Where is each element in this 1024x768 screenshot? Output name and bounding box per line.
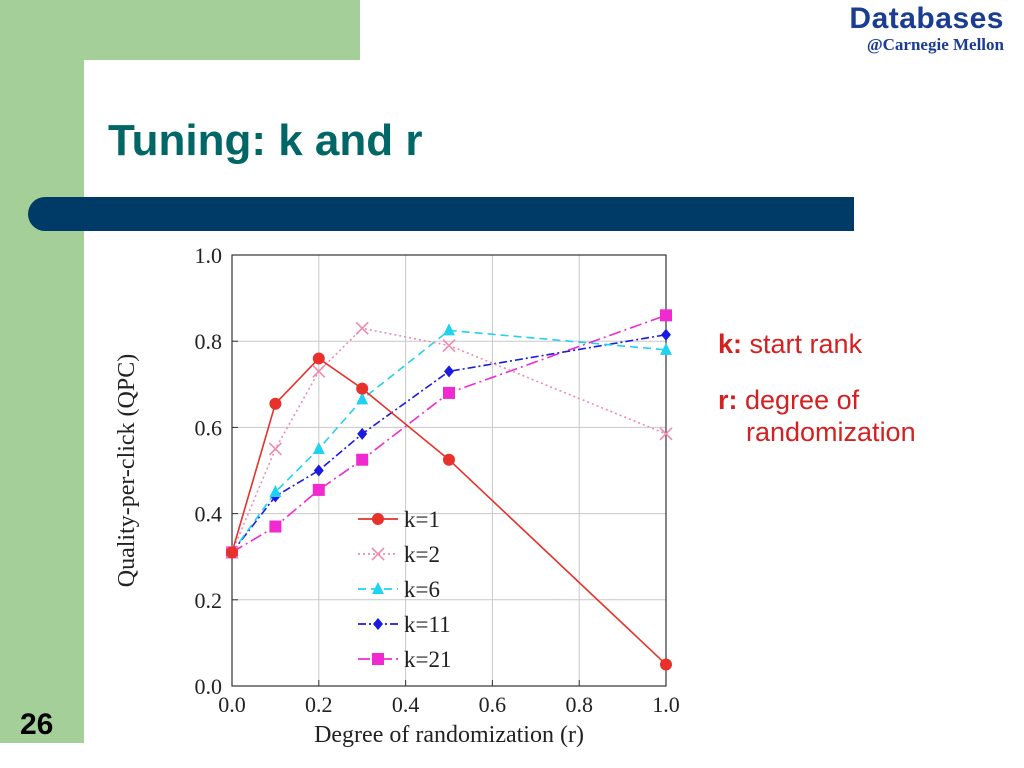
series-2-point-5 — [660, 342, 672, 355]
x-tick-label-1: 0.2 — [305, 692, 333, 717]
series-line-1 — [231, 327, 667, 553]
y-tick-label-1: 0.2 — [195, 588, 223, 613]
series-2-point-1 — [269, 485, 282, 498]
series-0-point-5 — [660, 658, 672, 671]
note-r-text: degree of — [745, 385, 860, 415]
y-tick-label-2: 0.4 — [195, 502, 223, 527]
series-0-point-0 — [226, 546, 238, 559]
x-tick-label-2: 0.4 — [392, 692, 420, 717]
series-line-4 — [231, 314, 667, 554]
note-r: r: degree of randomization — [718, 384, 1008, 448]
legend-marker-0 — [372, 513, 384, 525]
x-tick-label-5: 1.0 — [652, 692, 680, 717]
plot-frame — [231, 254, 667, 687]
y-axis-label: Quality-per-click (QPC) — [114, 354, 140, 587]
note-r-text-cont: randomization — [746, 417, 916, 447]
note-k-key: k: — [718, 329, 743, 359]
series-4-point-1 — [269, 520, 282, 533]
bar-strip — [94, 231, 704, 235]
legend-label-2: k=6 — [404, 577, 440, 602]
series-3-point-5 — [661, 328, 671, 341]
series-1-point-2 — [312, 364, 326, 378]
legend-label-3: k=11 — [404, 612, 451, 637]
legend-marker-1 — [371, 547, 385, 561]
series-1-point-5 — [659, 427, 673, 441]
x-tick-label-0: 0.0 — [218, 692, 246, 717]
brand-name: Databases — [849, 2, 1004, 35]
series-line-0 — [231, 357, 667, 666]
legend-marker-4 — [372, 653, 384, 665]
series-2-point-4 — [443, 323, 455, 336]
legend-label-4: k=21 — [404, 647, 451, 672]
series-1-point-4 — [442, 338, 456, 353]
series-4-point-4 — [443, 386, 455, 399]
y-tick-label-4: 0.8 — [195, 329, 223, 354]
y-tick-label-5: 1.0 — [195, 243, 223, 268]
title-underline-bar — [28, 197, 854, 231]
content-corner — [84, 60, 128, 104]
brand-logo: Databases @Carnegie Mellon — [849, 2, 1004, 54]
left-green-band — [0, 0, 84, 743]
series-0-point-2 — [312, 352, 325, 365]
x-axis-label: Degree of randomization (r) — [314, 722, 584, 748]
brand-subtitle: @Carnegie Mellon — [866, 35, 1004, 54]
series-1-point-3 — [355, 321, 369, 335]
note-k: k: start rank — [718, 328, 1008, 360]
legend-marker-2 — [372, 582, 384, 594]
note-k-text: start rank — [749, 329, 863, 359]
y-tick-label-0: 0.0 — [195, 674, 223, 699]
series-3-point-4 — [444, 365, 454, 378]
y-tick-label-3: 0.6 — [195, 415, 223, 440]
slide-number: 26 — [20, 708, 54, 741]
series-0-point-4 — [443, 453, 455, 466]
qpc-line-chart: 0.0 0.2 0.4 0.6 0.8 1.0 0.0 0.2 0.4 0.6 0.8 1.0 Degr… — [114, 243, 680, 748]
legend-marker-3 — [373, 618, 383, 630]
series-2-point-2 — [312, 441, 325, 454]
series-line-2 — [231, 329, 667, 553]
note-r-key: r: — [718, 385, 738, 415]
legend-label-1: k=2 — [404, 542, 440, 567]
series-4-point-3 — [356, 453, 369, 466]
slide-title: Tuning: k and r — [108, 116, 423, 165]
x-tick-label-3: 0.6 — [479, 692, 507, 717]
series-0-point-1 — [269, 397, 282, 410]
notes-list: k: start rank r: degree of randomization — [718, 328, 1008, 472]
series-2-point-3 — [356, 392, 369, 405]
series-4-point-2 — [312, 483, 325, 496]
series-1-point-1 — [268, 442, 282, 456]
top-green-band — [84, 0, 360, 60]
series-0-point-3 — [356, 382, 369, 395]
series-line-3 — [231, 333, 667, 553]
series-4-point-5 — [660, 309, 672, 322]
series-3-point-3 — [357, 427, 368, 440]
series-3-point-2 — [313, 464, 324, 477]
legend-label-0: k=1 — [404, 507, 440, 532]
x-tick-label-4: 0.8 — [565, 692, 593, 717]
